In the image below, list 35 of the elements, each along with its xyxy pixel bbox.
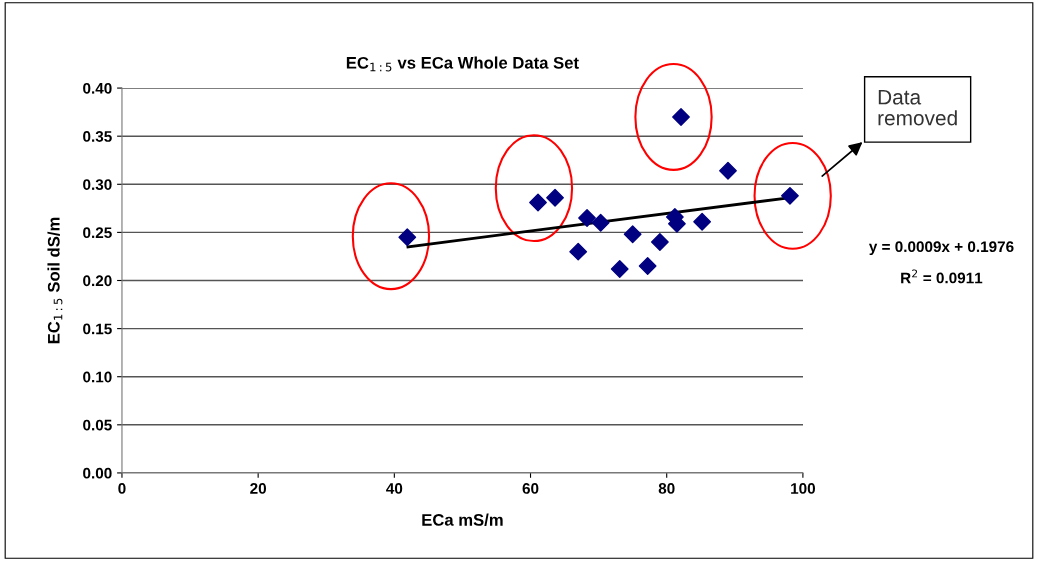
x-tick-label: 60 <box>522 483 539 494</box>
x-tick-label: 100 <box>791 483 816 494</box>
y-tick-label: 0.25 <box>83 227 112 239</box>
y-tick-label: 0.30 <box>83 179 112 190</box>
text: y = 0.0009x + 0.1976 <box>868 241 1014 256</box>
point <box>546 188 564 207</box>
y-tick-label: 0.10 <box>83 371 112 383</box>
y-tick-label: 0.40 <box>83 82 112 94</box>
point <box>529 193 547 212</box>
x-tick-label: 0 <box>118 483 126 494</box>
point <box>610 260 629 278</box>
text: Data removed <box>878 89 957 126</box>
y-tick-label: 0.05 <box>83 419 112 431</box>
point <box>638 257 657 275</box>
point <box>693 212 712 231</box>
point <box>569 242 588 261</box>
point <box>672 108 690 126</box>
x-tick-label: 40 <box>386 483 403 494</box>
x-tick-label: 20 <box>250 483 267 494</box>
chart-title: EC$_{1:5}$ vs ECa Whole Data Set <box>346 56 579 72</box>
point <box>781 186 799 205</box>
x-tick-label: 80 <box>658 483 675 494</box>
point <box>719 161 737 180</box>
point <box>578 209 596 227</box>
x-axis-title: ECa mS/m <box>422 513 503 526</box>
text: R$^{2}$ = 0.0911 <box>901 269 983 284</box>
point <box>591 213 610 232</box>
y-axis-title: EC$_{1:5}$ Soil dS/m <box>47 217 63 344</box>
y-tick-label: 0.00 <box>83 467 112 479</box>
y-tick-label: 0.20 <box>83 275 112 287</box>
point <box>398 228 417 247</box>
y-tick-label: 0.35 <box>83 131 112 142</box>
point <box>650 233 669 251</box>
point <box>623 225 642 244</box>
y-tick-label: 0.15 <box>83 323 112 335</box>
